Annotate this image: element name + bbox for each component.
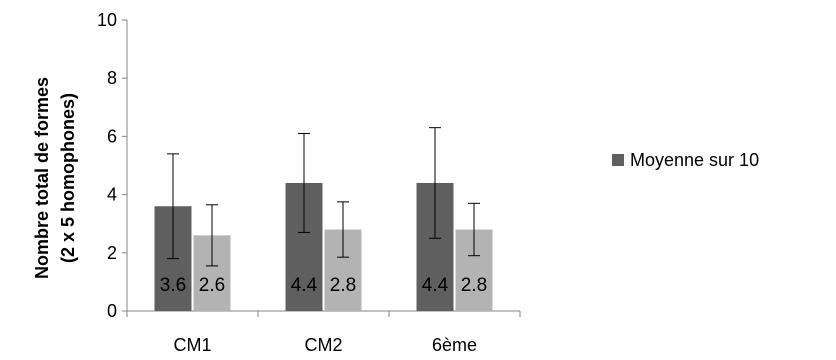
y-axis-title-line-2: (2 x 5 homophones) [58, 93, 78, 263]
y-tick-label: 10 [97, 10, 117, 30]
y-tick-label: 0 [107, 301, 117, 321]
data-label: 2.6 [199, 275, 225, 296]
legend-label: Moyenne sur 10 [630, 150, 759, 170]
x-tick-label: CM1 [173, 335, 211, 355]
y-tick-label: 8 [107, 68, 117, 88]
y-axis-title-line-1: Nombre total de formes [32, 77, 52, 279]
legend: Moyenne sur 10 [612, 150, 759, 170]
data-label: 2.8 [461, 275, 487, 296]
data-label: 3.6 [160, 275, 186, 296]
error-bars [167, 127, 480, 267]
axes: 0 2 4 6 8 10 CM1 CM2 6ème [97, 10, 521, 355]
x-tick-label: CM2 [304, 335, 342, 355]
y-tick-label: 4 [107, 185, 117, 205]
y-axis-title: Nombre total de formes (2 x 5 homophones… [32, 77, 78, 279]
data-labels: 3.6 2.6 4.4 2.8 4.4 2.8 [160, 275, 487, 296]
data-label: 2.8 [330, 275, 356, 296]
y-tick-label: 2 [107, 243, 117, 263]
data-label: 4.4 [291, 275, 318, 296]
data-label: 4.4 [422, 275, 449, 296]
x-tick-label: 6ème [432, 335, 477, 355]
y-tick-label: 6 [107, 126, 117, 146]
legend-swatch [612, 154, 624, 166]
